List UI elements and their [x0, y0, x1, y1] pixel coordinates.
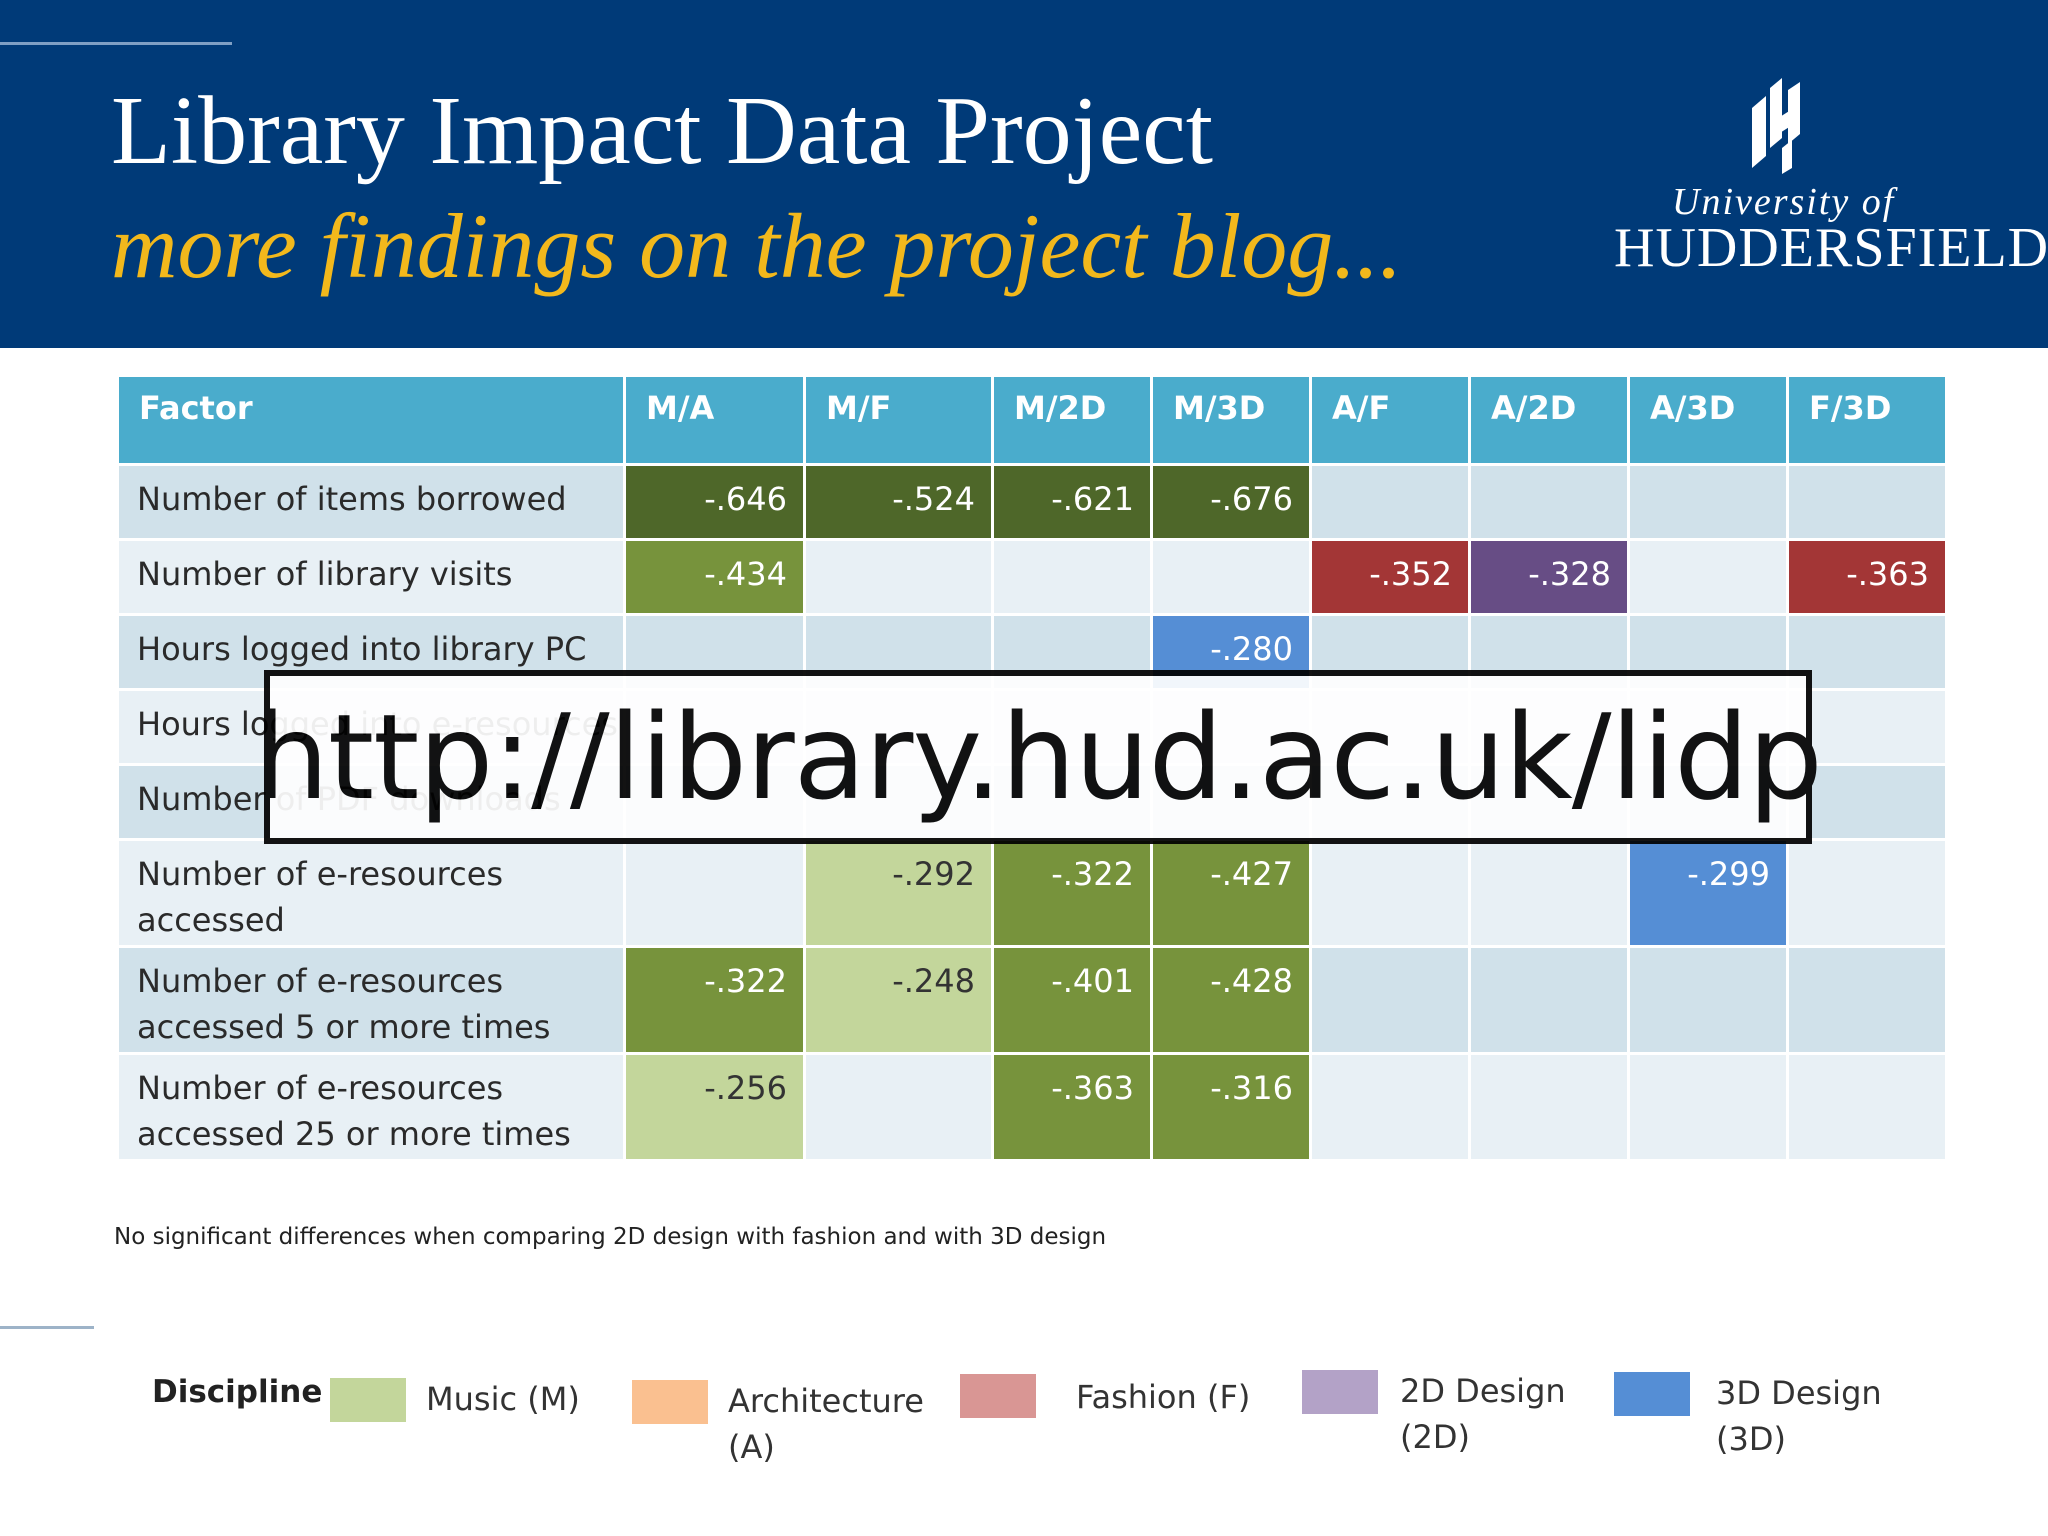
value-cell: [1789, 1055, 1945, 1159]
value-cell: [1471, 466, 1627, 538]
value-cell: [1312, 948, 1468, 1052]
legend-swatch-fashion: [960, 1374, 1036, 1418]
value-cell: [994, 541, 1150, 613]
legend-swatch-2d-design: [1302, 1370, 1378, 1414]
column-header: A/3D: [1630, 377, 1786, 463]
value-cell: -.646: [626, 466, 803, 538]
value-cell: -.292: [806, 841, 991, 945]
value-cell: -.621: [994, 466, 1150, 538]
legend-label-fashion: Fashion (F): [1076, 1378, 1251, 1416]
value-cell: -.524: [806, 466, 991, 538]
value-cell: [1789, 616, 1945, 688]
table-row: Number of e-resources accessed 25 or mor…: [119, 1055, 1945, 1159]
value-cell: [1789, 466, 1945, 538]
table-row: Number of items borrowed -.646 -.524 -.621-…: [119, 466, 1945, 538]
table-row: Number of e-resources accessed 5 or more…: [119, 948, 1945, 1052]
divider: [0, 1326, 94, 1329]
value-cell: -.316: [1153, 1055, 1309, 1159]
logo-text-huddersfield: HUDDERSFIELD: [1614, 217, 2048, 279]
legend-label-architecture: Architecture (A): [728, 1382, 924, 1466]
value-cell: [1789, 841, 1945, 945]
slide-subtitle: more findings on the project blog...: [111, 195, 1403, 297]
value-cell: -.363: [1789, 541, 1945, 613]
legend-swatch-3d-design: [1614, 1372, 1690, 1416]
legend-label-3d-design: 3D Design (3D): [1716, 1374, 1882, 1458]
value-cell: -.328: [1471, 541, 1627, 613]
value-cell: -.676: [1153, 466, 1309, 538]
factor-cell: Number of library visits: [119, 541, 623, 613]
value-cell: -.248: [806, 948, 991, 1052]
value-cell: -.434: [626, 541, 803, 613]
factor-cell: Number of e-resources accessed: [119, 841, 623, 945]
column-header: M/2D: [994, 377, 1150, 463]
value-cell: [1630, 948, 1786, 1052]
value-cell: [1471, 1055, 1627, 1159]
value-cell: [1312, 466, 1468, 538]
value-cell: [1789, 691, 1945, 763]
value-cell: [1471, 841, 1627, 945]
legend-title: Discipline: [152, 1374, 323, 1410]
value-cell: -.256: [626, 1055, 803, 1159]
column-header: A/2D: [1471, 377, 1627, 463]
factor-cell: Number of items borrowed: [119, 466, 623, 538]
value-cell: -.299: [1630, 841, 1786, 945]
value-cell: [1630, 1055, 1786, 1159]
column-header: Factor: [119, 377, 623, 463]
column-header: M/3D: [1153, 377, 1309, 463]
value-cell: [1789, 948, 1945, 1052]
table-body: Number of items borrowed -.646 -.524 -.621-…: [119, 466, 1945, 1159]
value-cell: -.352: [1312, 541, 1468, 613]
factor-cell: Number of e-resources accessed 25 or mor…: [119, 1055, 623, 1159]
huddersfield-logo-icon: [1752, 78, 1800, 174]
value-cell: [1471, 948, 1627, 1052]
table-row: Number of e-resources accessed -.292 -.322…: [119, 841, 1945, 945]
value-cell: [806, 541, 991, 613]
column-header: M/A: [626, 377, 803, 463]
column-header: M/F: [806, 377, 991, 463]
table-header-row: Factor M/A M/F M/2D M/3D A/F A/2D A/3D F…: [119, 377, 1945, 463]
column-header: F/3D: [1789, 377, 1945, 463]
footnote: No significant differences when comparin…: [114, 1224, 1107, 1250]
logo-text-university-of: University of: [1672, 181, 1896, 223]
legend-label-2d-design: 2D Design (2D): [1400, 1372, 1566, 1456]
legend-swatch-architecture: [632, 1380, 708, 1424]
findings-table: Factor M/A M/F M/2D M/3D A/F A/2D A/3D F…: [116, 374, 1948, 1162]
discipline-legend: Discipline Music (M) Architecture (A) Fa…: [0, 1360, 2048, 1500]
column-header: A/F: [1312, 377, 1468, 463]
value-cell: -.401: [994, 948, 1150, 1052]
value-cell: [1312, 841, 1468, 945]
project-url[interactable]: http://library.hud.ac.uk/lidp: [254, 688, 1823, 826]
value-cell: -.322: [626, 948, 803, 1052]
value-cell: [1630, 466, 1786, 538]
university-logo: University of HUDDERSFIELD: [1600, 70, 2048, 280]
slide-header: Library Impact Data Project more finding…: [0, 0, 2048, 348]
value-cell: [1153, 541, 1309, 613]
factor-cell: Number of e-resources accessed 5 or more…: [119, 948, 623, 1052]
value-cell: -.363: [994, 1055, 1150, 1159]
slide-title: Library Impact Data Project: [111, 77, 1214, 185]
value-cell: -.428: [1153, 948, 1309, 1052]
value-cell: [626, 841, 803, 945]
url-overlay-box: http://library.hud.ac.uk/lidp: [254, 670, 1823, 844]
legend-label-music: Music (M): [426, 1380, 580, 1418]
value-cell: [1789, 766, 1945, 838]
value-cell: [1312, 1055, 1468, 1159]
table-row: Number of library visits -.434 -.352 -.328 -…: [119, 541, 1945, 613]
value-cell: -.427: [1153, 841, 1309, 945]
header-rule: [0, 42, 232, 45]
value-cell: -.322: [994, 841, 1150, 945]
value-cell: [1630, 541, 1786, 613]
value-cell: [806, 1055, 991, 1159]
legend-swatch-music: [330, 1378, 406, 1422]
